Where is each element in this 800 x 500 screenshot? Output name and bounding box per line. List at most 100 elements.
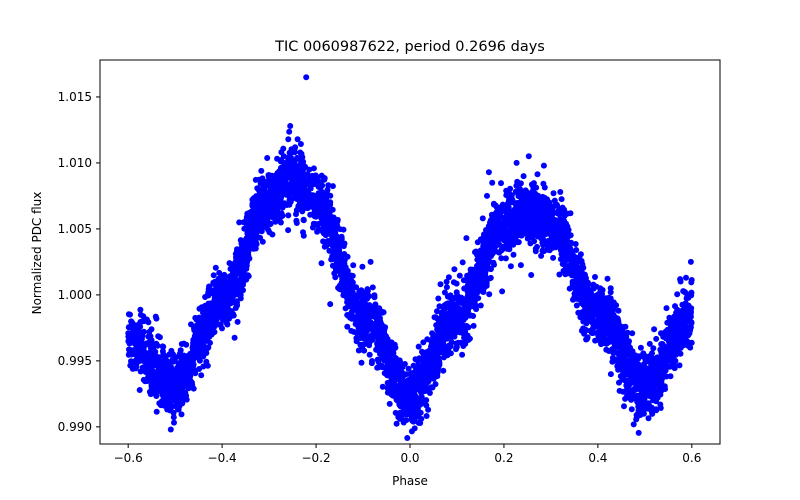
data-point bbox=[315, 226, 322, 233]
data-point bbox=[175, 360, 182, 367]
data-point bbox=[293, 211, 299, 218]
data-point bbox=[315, 199, 322, 206]
data-point bbox=[285, 136, 292, 143]
data-point bbox=[151, 369, 158, 376]
data-point bbox=[544, 246, 551, 253]
data-point bbox=[310, 165, 317, 172]
data-point bbox=[254, 185, 261, 192]
data-point bbox=[348, 278, 355, 285]
data-point bbox=[615, 307, 622, 314]
data-point bbox=[350, 314, 357, 320]
data-point bbox=[666, 314, 673, 321]
data-point bbox=[501, 218, 508, 225]
data-point bbox=[233, 256, 240, 263]
data-point bbox=[137, 311, 144, 318]
data-point bbox=[183, 362, 190, 369]
data-point bbox=[224, 314, 231, 321]
data-point bbox=[136, 387, 143, 393]
data-point bbox=[572, 241, 579, 247]
data-point bbox=[483, 244, 489, 251]
data-point bbox=[475, 276, 482, 283]
data-point bbox=[367, 258, 374, 265]
data-point bbox=[167, 392, 174, 399]
data-point bbox=[364, 286, 371, 293]
data-point bbox=[357, 341, 364, 348]
data-point bbox=[168, 386, 175, 393]
data-point bbox=[407, 385, 414, 392]
data-point bbox=[145, 333, 152, 340]
data-point bbox=[374, 364, 381, 371]
data-point bbox=[264, 155, 271, 161]
data-point bbox=[190, 356, 197, 363]
data-point bbox=[664, 319, 671, 326]
data-point bbox=[365, 335, 372, 342]
data-point bbox=[601, 318, 608, 325]
data-point bbox=[453, 280, 460, 287]
data-point bbox=[633, 374, 640, 381]
data-point bbox=[369, 284, 376, 291]
data-point bbox=[543, 201, 550, 208]
data-point bbox=[285, 227, 292, 234]
data-point bbox=[408, 414, 415, 421]
data-point bbox=[630, 421, 637, 428]
data-point bbox=[405, 365, 412, 372]
data-point bbox=[440, 337, 447, 344]
data-point bbox=[344, 253, 351, 260]
data-point bbox=[379, 364, 386, 371]
data-point bbox=[635, 401, 642, 408]
data-point bbox=[515, 221, 521, 228]
data-point bbox=[417, 401, 424, 408]
data-point bbox=[633, 394, 640, 401]
data-point bbox=[265, 173, 272, 180]
data-point bbox=[510, 251, 517, 258]
data-point bbox=[519, 225, 526, 232]
data-point bbox=[277, 219, 284, 226]
data-point bbox=[498, 180, 504, 187]
data-point bbox=[612, 357, 618, 364]
data-point bbox=[234, 265, 241, 272]
data-point bbox=[625, 339, 632, 346]
data-point bbox=[366, 308, 373, 315]
data-point bbox=[125, 330, 132, 337]
data-point bbox=[259, 238, 266, 245]
data-point bbox=[553, 201, 560, 208]
data-point bbox=[258, 225, 265, 232]
data-point bbox=[683, 295, 690, 302]
data-point bbox=[252, 221, 259, 228]
data-point bbox=[285, 212, 292, 219]
data-point bbox=[491, 201, 497, 208]
data-point bbox=[471, 267, 478, 274]
data-point bbox=[435, 295, 442, 302]
data-point bbox=[581, 290, 588, 296]
data-point bbox=[676, 362, 683, 369]
data-point bbox=[451, 266, 458, 273]
data-point bbox=[453, 346, 459, 353]
data-point bbox=[206, 328, 213, 335]
data-point bbox=[499, 244, 506, 251]
data-point bbox=[429, 330, 436, 337]
data-point bbox=[176, 390, 182, 396]
data-point bbox=[688, 320, 695, 327]
data-point bbox=[207, 339, 213, 346]
data-point bbox=[287, 189, 294, 195]
data-point bbox=[436, 303, 443, 310]
data-point bbox=[383, 370, 390, 377]
data-point bbox=[632, 352, 639, 359]
data-point bbox=[584, 318, 591, 325]
data-point bbox=[196, 366, 203, 372]
data-point bbox=[584, 336, 590, 342]
data-point bbox=[462, 298, 468, 305]
data-point bbox=[325, 182, 332, 189]
data-point bbox=[681, 288, 688, 295]
data-point bbox=[564, 229, 571, 236]
data-point bbox=[288, 154, 294, 161]
data-point bbox=[309, 172, 316, 179]
data-point bbox=[499, 226, 506, 233]
data-point bbox=[528, 272, 535, 278]
data-point bbox=[401, 361, 408, 367]
data-point bbox=[576, 285, 583, 292]
data-point bbox=[550, 254, 557, 261]
data-point bbox=[258, 167, 265, 174]
data-point bbox=[210, 272, 217, 279]
